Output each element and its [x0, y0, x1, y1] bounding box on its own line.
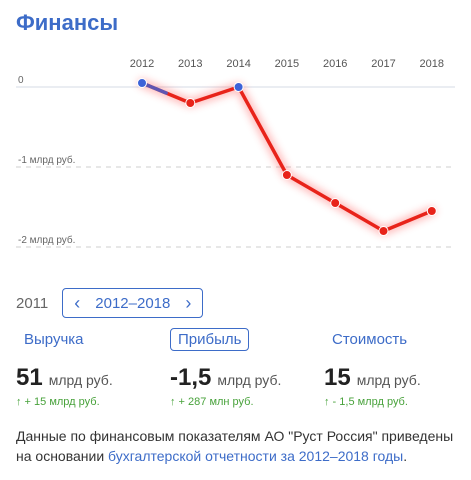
metric-delta: ↑ + 15 млрд руб.	[16, 396, 100, 408]
x-tick-label: 2013	[178, 58, 202, 70]
page-title: Финансы	[16, 10, 119, 35]
data-point[interactable]	[185, 98, 196, 108]
x-tick-label: 2015	[275, 58, 299, 70]
x-tick-label: 2012	[130, 58, 154, 70]
data-point[interactable]	[137, 78, 147, 88]
tab-revenue[interactable]: Выручка	[24, 331, 84, 348]
x-tick-label: 2014	[226, 58, 250, 70]
chevron-left-icon[interactable]: ‹	[74, 292, 81, 313]
data-point[interactable]	[378, 226, 389, 236]
prev-period-year[interactable]: 2011	[16, 294, 49, 312]
metric-value: 51	[16, 364, 43, 391]
x-tick-label: 2016	[323, 58, 347, 70]
y-tick-label: -2 млрд руб.	[18, 234, 75, 246]
tab-value[interactable]: Стоимость	[332, 331, 408, 348]
tab-profit[interactable]: Прибыль	[170, 328, 250, 351]
data-point[interactable]	[233, 82, 244, 92]
y-tick-label: -1 млрд руб.	[18, 154, 75, 166]
series-line-glow	[137, 78, 437, 236]
metric-value-cost: 15 млрд руб. ↑ - 1,5 млрд руб.	[324, 364, 421, 408]
x-tick-label: 2018	[420, 58, 444, 70]
description: Данные по финансовым показателям АО "Рус…	[16, 426, 461, 466]
description-end: .	[403, 448, 408, 464]
x-tick-label: 2017	[371, 58, 395, 70]
profit-line-chart: 2012 2013 2014 2015 2016 2017 2018 0 -1 млрд руб…	[16, 58, 455, 248]
description-text: Данные по финансовым показателям АО "Рус…	[16, 428, 454, 464]
data-point[interactable]	[426, 206, 437, 216]
period-label: 2012–2018	[95, 294, 171, 312]
data-point[interactable]	[281, 170, 292, 180]
period-selector[interactable]: ‹ 2012–2018 ›	[62, 288, 204, 318]
metric-revenue: 51 млрд руб. ↑ + 15 млрд руб.	[16, 364, 113, 408]
metric-unit: млрд руб.	[356, 372, 421, 388]
metric-unit: млрд руб.	[217, 372, 282, 388]
metric-value: 15	[324, 364, 351, 391]
metric-value: -1,5	[170, 364, 212, 391]
y-tick-label: 0	[18, 75, 24, 86]
metric-profit: -1,5 млрд руб. ↑ + 287 млн руб.	[170, 364, 282, 408]
report-link[interactable]: бухгалтерской отчетности за 2012–2018 го…	[108, 448, 404, 464]
metric-tabs: Выручка Прибыль Стоимость	[0, 328, 471, 356]
data-point[interactable]	[330, 198, 341, 208]
metric-unit: млрд руб.	[48, 372, 113, 388]
metric-delta: ↑ - 1,5 млрд руб.	[324, 396, 408, 408]
period-selector-row: 2011 ‹ 2012–2018 ›	[16, 288, 204, 318]
metric-delta: ↑ + 287 млн руб.	[170, 396, 254, 408]
chevron-right-icon[interactable]: ›	[185, 292, 192, 313]
